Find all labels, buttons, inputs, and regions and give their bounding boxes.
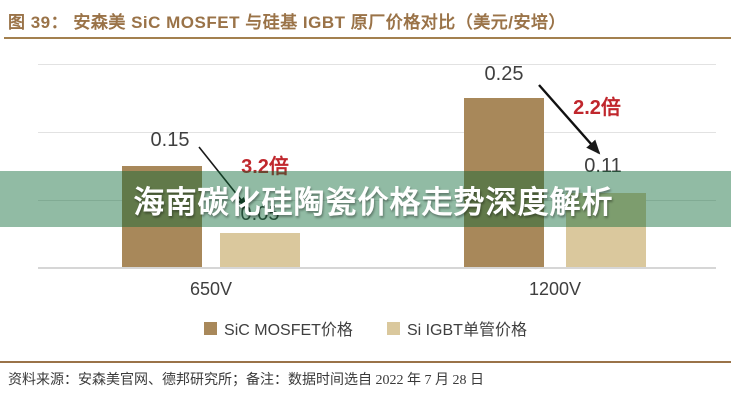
ratio-annotation-1200v: 2.2倍 [573,97,621,119]
chart-legend: SiC MOSFET价格 Si IGBT单管价格 [0,316,731,340]
gridline-0-3 [38,64,716,65]
ratio-annotation-650v: 3.2倍 [241,156,289,178]
legend-label-sic: SiC MOSFET价格 [224,322,353,339]
legend-label-si-igbt: Si IGBT单管价格 [406,322,527,339]
watermark-text: 海南碳化硅陶瓷价格走势深度解析 [133,184,614,220]
footer-rule [0,361,731,363]
chart-title: 图 39： 安森美 SiC MOSFET 与硅基 IGBT 原厂价格对比（美元/… [8,13,566,32]
value-label-sic-1200v: 0.25 [484,63,524,85]
bar-sic-1200v [464,98,544,267]
source-note: 资料来源：安森美官网、德邦研究所；备注：数据时间选自 2022 年 7 月 28… [8,373,484,388]
legend-swatch-si-igbt [386,321,400,335]
arrow-icon-1200v [538,84,601,155]
x-axis-baseline [38,267,716,269]
title-rule [4,37,731,39]
legend-item-si-igbt: Si IGBT单管价格 [386,316,527,340]
watermark-overlay: 海南碳化硅陶瓷价格走势深度解析 [0,171,731,227]
value-label-si-1200v: 0.11 [584,155,622,177]
gridline-0-2 [38,132,716,133]
gridline-0-1 [38,200,716,201]
x-label-1200v: 1200V [528,279,582,299]
bar-si-igbt-650v [220,233,300,267]
value-label-si-650v: 0.05 [240,203,280,225]
legend-item-sic: SiC MOSFET价格 [204,316,353,340]
bar-sic-650v [122,166,202,267]
x-label-650v: 650V [189,279,233,299]
value-label-sic-650v: 0.15 [150,129,190,151]
bar-si-igbt-1200v [566,193,646,267]
legend-swatch-sic [204,321,218,335]
